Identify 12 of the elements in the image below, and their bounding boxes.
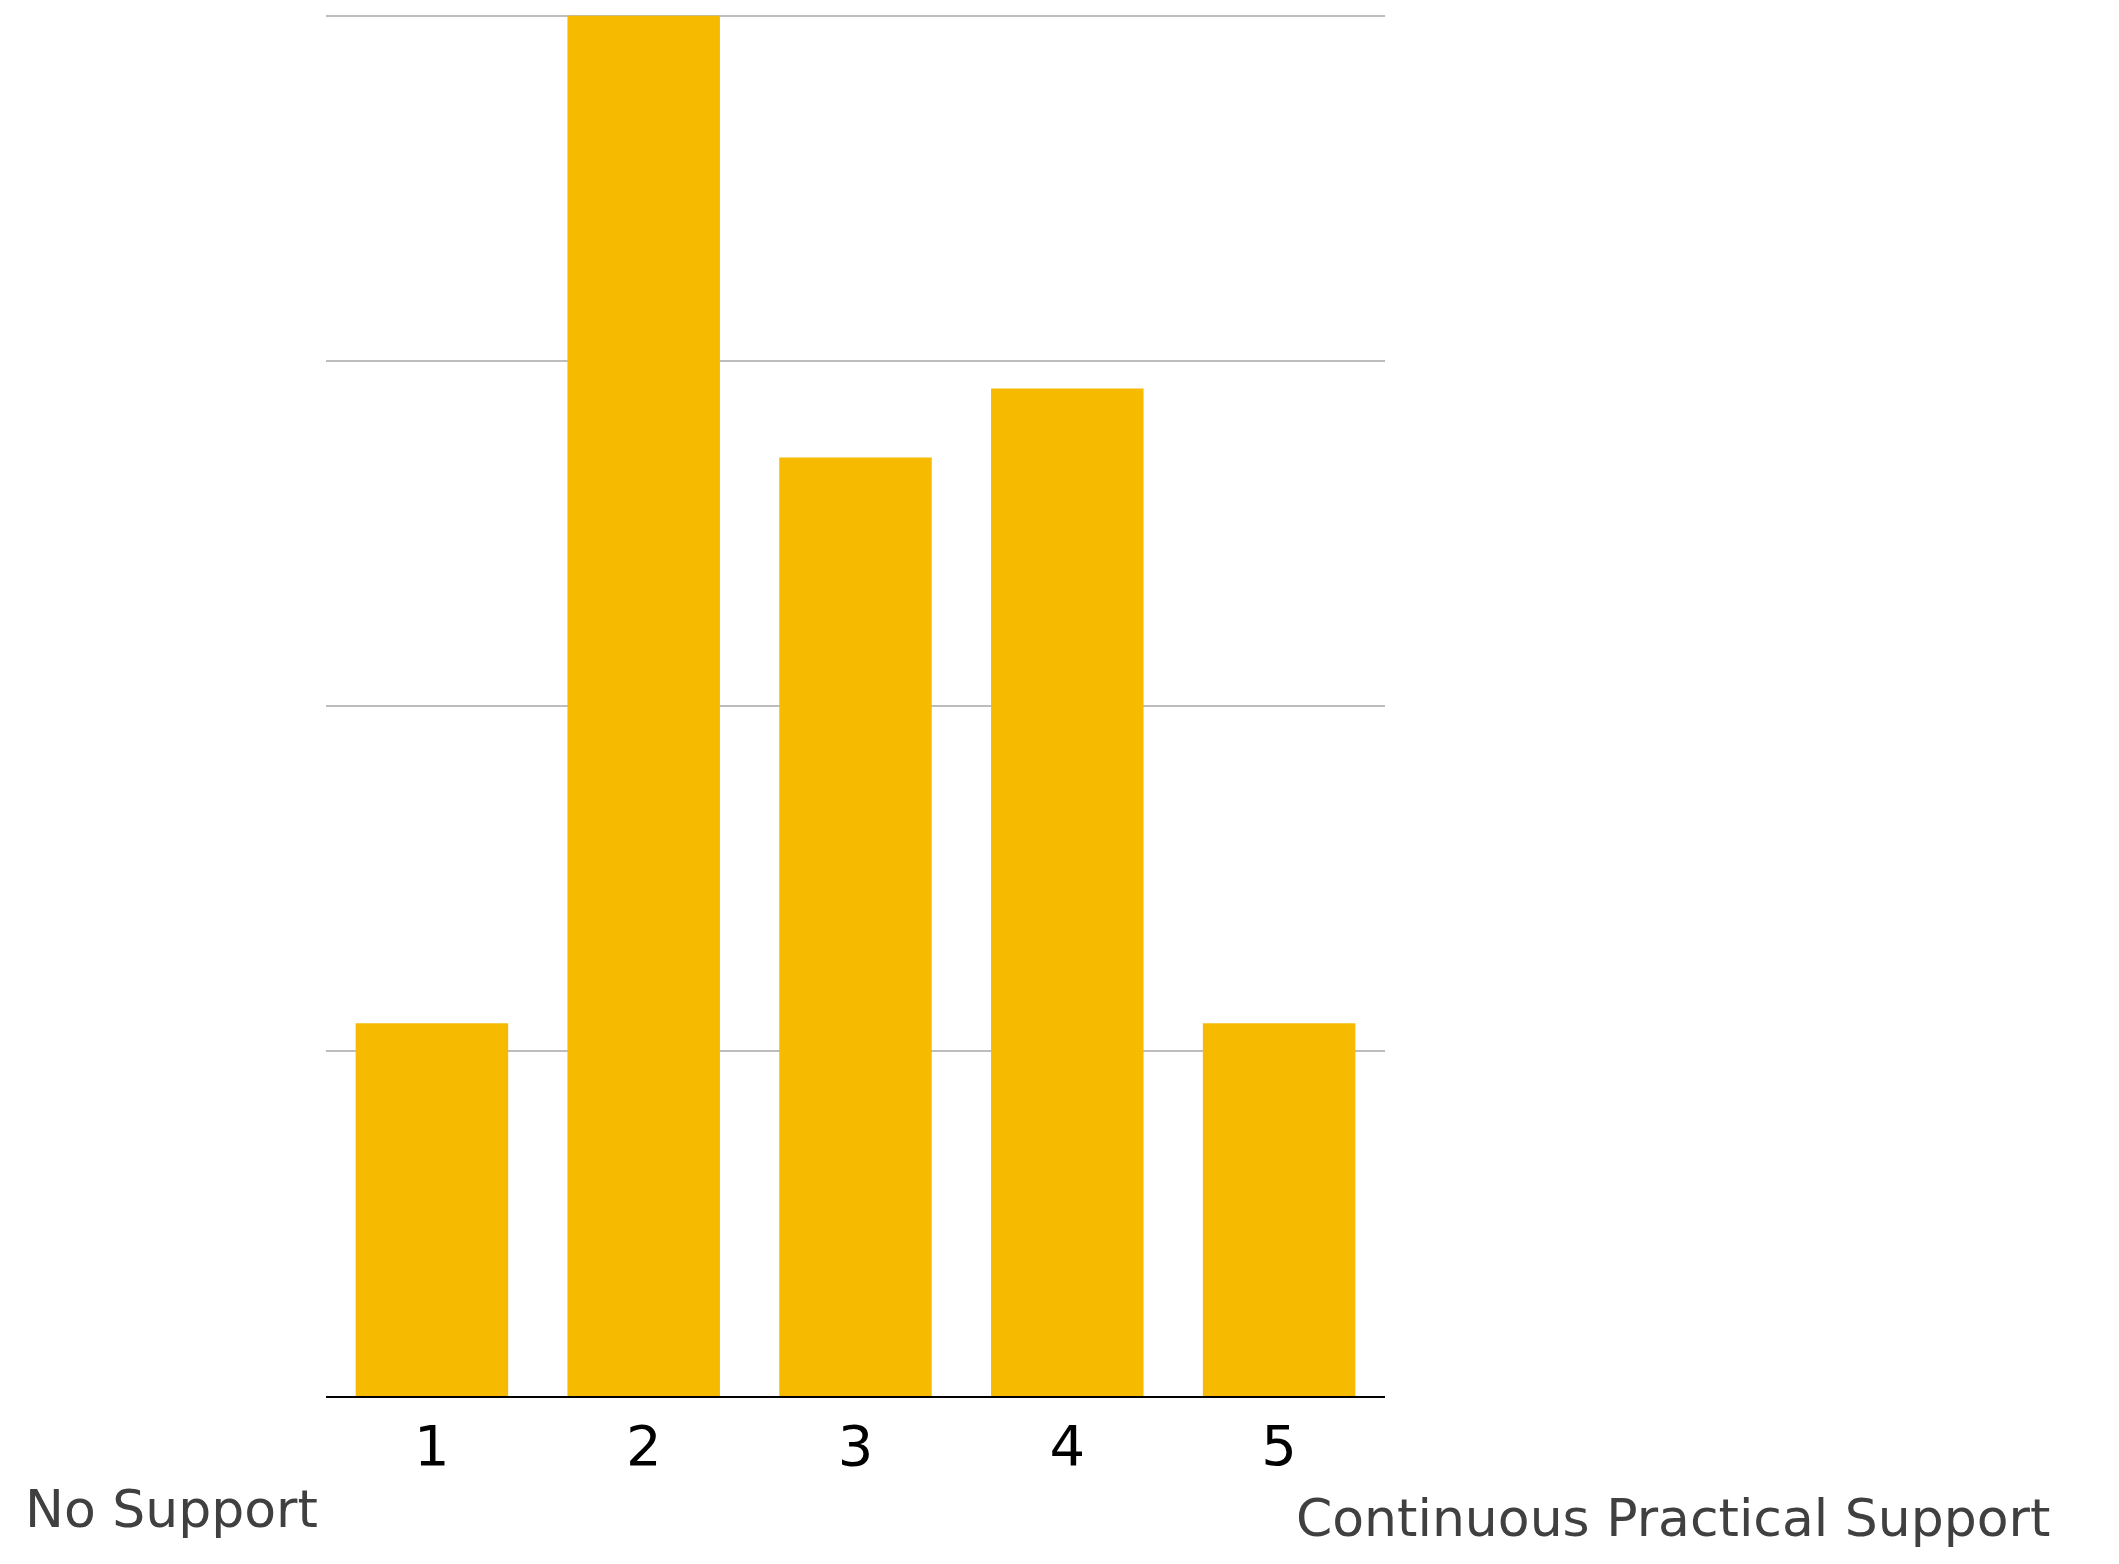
bar: [991, 388, 1144, 1396]
x-tick-label: 2: [625, 1413, 662, 1479]
x-tick-label: 3: [837, 1413, 874, 1479]
text: Continuous Practical Support: [1296, 1488, 2051, 1548]
x-tick-label: 4: [1049, 1413, 1086, 1479]
bar: [567, 15, 720, 1396]
bar: [355, 1023, 509, 1396]
x-tick-label: 5: [1261, 1413, 1297, 1479]
x-tick-label: 1: [414, 1413, 450, 1479]
bar: [1202, 1023, 1356, 1396]
text: No Support: [25, 1479, 318, 1539]
bar: [779, 457, 932, 1396]
